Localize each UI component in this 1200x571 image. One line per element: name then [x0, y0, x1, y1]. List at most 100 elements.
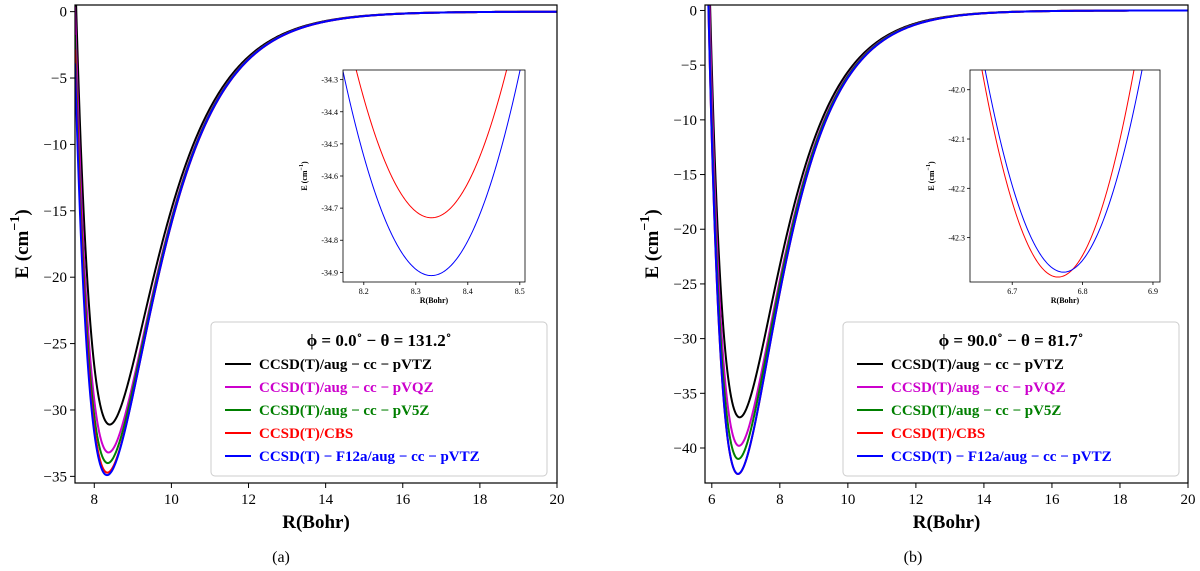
axes-frame: [704, 4, 1189, 484]
inset-background: [343, 70, 525, 282]
y-tick-label: −35: [674, 386, 697, 402]
y-tick-label: −25: [44, 337, 67, 353]
inset-y-label-main: E (cm: [300, 170, 309, 191]
x-tick-label: 20: [1181, 492, 1196, 508]
series-line-4: [707, 5, 1188, 475]
y-axis-label: E (cm−1): [638, 209, 663, 278]
inset-y-tick-label: -42.3: [948, 234, 965, 243]
inset-x-axis-label: R(Bohr): [1051, 296, 1080, 305]
x-tick-label: 12: [908, 492, 923, 508]
inset-y-label-close: ): [927, 161, 936, 164]
inset-y-tick-label: -42.2: [948, 184, 965, 193]
inset-x-tick-label: 8.3: [411, 287, 421, 296]
axes-frame: [74, 4, 558, 484]
y-tick-label: −5: [681, 58, 697, 74]
y-tick-label: 0: [690, 3, 698, 19]
y-tick-label: −15: [674, 168, 697, 184]
legend-entry-0: CCSD(T)/aug − cc − pVTZ: [891, 357, 1064, 373]
inset-background: [970, 70, 1160, 282]
y-axis-label-main: E (cm: [12, 230, 33, 278]
inset-x-tick-label: 6.8: [1078, 287, 1088, 296]
panel-caption: (a): [272, 549, 290, 566]
chart-panel-1: 6 8 10 12 14 16 18 20 0 −5 −10 −15 −20 −25 −30 −35 −40 R(…: [638, 3, 1196, 566]
legend-entry-4: CCSD(T) − F12a/aug − cc − pVTZ: [259, 449, 480, 465]
y-axis-label: E (cm−1): [8, 209, 33, 278]
x-tick-label: 12: [241, 492, 256, 508]
y-tick-label: −10: [674, 113, 697, 129]
y-tick-label: −30: [44, 403, 67, 419]
plot-area: [75, 5, 557, 477]
inset-y-label-close: ): [300, 161, 309, 164]
legend: ϕ = 0.0˚ − θ = 131.2˚ CCSD(T)/aug − cc − …: [210, 321, 548, 477]
inset-frame: [969, 69, 1161, 283]
inset-x-tick-label: 8.5: [515, 287, 525, 296]
legend-title: ϕ = 0.0˚ − θ = 131.2˚: [307, 331, 452, 350]
y-axis-label-sup: −1: [638, 216, 653, 231]
inset-y-tick-label: -34.3: [321, 76, 338, 85]
inset-y-tick-label: -34.6: [321, 172, 338, 181]
y-tick-label: 0: [60, 5, 68, 21]
inset-curve-0: [981, 70, 1135, 278]
legend-entry-1: CCSD(T)/aug − cc − pVQZ: [259, 380, 434, 396]
x-tick-label: 14: [318, 492, 334, 508]
y-axis-label-sup: −1: [8, 216, 23, 231]
inset-curve-0: [355, 70, 508, 219]
x-tick-label: 18: [472, 492, 487, 508]
y-tick-label: −5: [51, 71, 67, 87]
inset-x-tick-label: 6.7: [1007, 287, 1017, 296]
legend-box: [210, 321, 548, 477]
x-tick-label: 8: [776, 492, 784, 508]
inset-plot: 8.2 8.3 8.4 8.5 -34.3 -34.4 -34.5 -34.6 -34.7 -34…: [299, 69, 526, 305]
x-tick-label: 8: [91, 492, 99, 508]
y-axis-label-close: ): [12, 209, 33, 215]
y-tick-label: −30: [674, 332, 697, 348]
inset-y-tick-label: -34.7: [321, 204, 338, 213]
inset-y-label-sup: −1: [299, 164, 305, 170]
y-tick-label: −15: [44, 204, 67, 220]
inset-y-label-main: E (cm: [927, 170, 936, 191]
x-tick-label: 16: [395, 492, 411, 508]
x-tick-label: 18: [1112, 492, 1127, 508]
legend-entry-3: CCSD(T)/CBS: [259, 426, 353, 442]
x-axis-label: R(Bohr): [913, 512, 981, 533]
inset-x-axis-label: R(Bohr): [420, 296, 449, 305]
y-tick-label: −20: [674, 222, 697, 238]
inset-y-tick-label: -42.0: [948, 86, 965, 95]
x-tick-label: 10: [840, 492, 855, 508]
legend-entry-4: CCSD(T) − F12a/aug − cc − pVTZ: [891, 449, 1112, 465]
inset-y-tick-label: -34.5: [321, 140, 338, 149]
inset-x-tick-label: 6.9: [1148, 287, 1158, 296]
series-line-4: [75, 10, 557, 477]
legend-entry-1: CCSD(T)/aug − cc − pVQZ: [891, 380, 1066, 396]
inset-plot: 6.7 6.8 6.9 -42.0 -42.1 -42.2 -42.3 R(Bohr) E (c…: [926, 69, 1161, 305]
x-tick-label: 14: [976, 492, 992, 508]
y-tick-label: −10: [44, 137, 67, 153]
inset-y-tick-label: -34.4: [321, 108, 338, 117]
legend-entry-2: CCSD(T)/aug − cc − pV5Z: [891, 403, 1061, 419]
inset-plot-area: [981, 70, 1143, 278]
chart-panel-0: 8 10 12 14 16 18 20 0 −5 −10 −15 −20 −25 −30 −35 R(Bohr…: [8, 4, 565, 566]
inset-y-axis-label: E (cm−1): [299, 161, 309, 191]
inset-curve-1: [343, 70, 521, 277]
inset-y-tick-label: -34.8: [321, 236, 338, 245]
inset-y-tick-label: -42.1: [948, 135, 965, 144]
x-tick-label: 10: [164, 492, 179, 508]
y-axis-label-main: E (cm: [642, 230, 663, 278]
legend: ϕ = 90.0˚ − θ = 81.7˚ CCSD(T)/aug − cc − …: [842, 321, 1180, 477]
inset-y-tick-label: -34.9: [321, 268, 338, 277]
y-tick-label: −20: [44, 270, 67, 286]
y-tick-label: −35: [44, 469, 67, 485]
plot-area: [707, 5, 1188, 476]
inset-plot-area: [343, 70, 521, 277]
inset-x-tick-label: 8.2: [359, 287, 369, 296]
legend-entry-2: CCSD(T)/aug − cc − pV5Z: [259, 403, 429, 419]
y-tick-label: −25: [674, 277, 697, 293]
inset-x-tick-label: 8.4: [463, 287, 473, 296]
y-tick-label: −40: [674, 441, 697, 457]
x-tick-label: 20: [550, 492, 565, 508]
x-tick-label: 16: [1044, 492, 1060, 508]
y-axis-label-close: ): [642, 209, 663, 215]
inset-y-axis-label: E (cm−1): [926, 161, 936, 191]
legend-title: ϕ = 90.0˚ − θ = 81.7˚: [939, 331, 1084, 350]
